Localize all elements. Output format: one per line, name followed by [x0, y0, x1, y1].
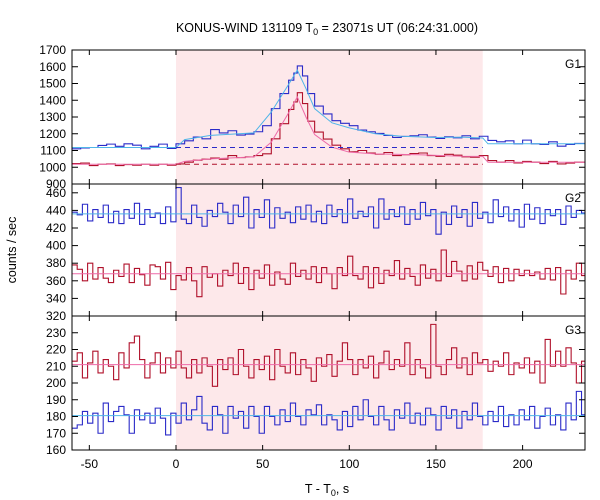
y-tick-label: 1000 — [39, 160, 66, 174]
highlight-interval — [175, 316, 483, 450]
y-tick-label: 1700 — [39, 43, 66, 57]
y-tick-label: 320 — [46, 309, 66, 323]
y-tick-label: 1200 — [39, 127, 66, 141]
chart-title: KONUS-WIND 131109 T0 = 23071s UT (06:24:… — [176, 21, 478, 37]
series-g3-blue-step — [72, 390, 585, 436]
x-tick-label: 0 — [173, 457, 180, 471]
x-axis-label-subscript: 0 — [331, 488, 336, 498]
series-g1-red-model — [72, 95, 585, 165]
y-tick-label: 190 — [46, 393, 66, 407]
panel-label: G2 — [565, 191, 581, 205]
y-tick-label: 460 — [46, 186, 66, 200]
y-tick-label: 1100 — [40, 144, 66, 158]
series-g1-blue-model — [72, 69, 585, 148]
y-tick-label: 440 — [46, 203, 66, 217]
x-axis-label-unit: , s — [336, 482, 349, 496]
y-tick-label: 160 — [46, 443, 66, 457]
highlight-interval — [175, 184, 483, 316]
title-main: KONUS-WIND 131109 T — [176, 21, 313, 35]
x-tick-label: 150 — [426, 457, 446, 471]
y-tick-label: 360 — [46, 274, 66, 288]
series-g2-blue-step — [72, 186, 585, 235]
series-g3-red-step — [72, 323, 585, 387]
y-tick-label: 180 — [46, 410, 66, 424]
y-tick-label: 1600 — [39, 60, 66, 74]
y-tick-label: 900 — [46, 177, 66, 191]
y-tick-label: 1500 — [39, 77, 66, 91]
panel-g1: 900 1000 1100 1200 1300 1400 1500 1600 1700 G1 — [39, 43, 586, 191]
title-rest: = 23071s UT (06:24:31.000) — [318, 21, 478, 35]
y-tick-label: 220 — [46, 343, 66, 357]
y-tick-label: 200 — [46, 376, 66, 390]
highlight-interval — [175, 50, 483, 184]
panel-label: G3 — [565, 323, 581, 337]
y-tick-label: 1300 — [39, 110, 66, 124]
y-tick-label: 210 — [46, 359, 66, 373]
series-g1-blue-step — [72, 65, 585, 150]
y-tick-label: 230 — [46, 326, 66, 340]
panel-g2: 320 340 360 380 400 420 440 460 G2 — [46, 183, 586, 323]
y-tick-label: 1400 — [39, 93, 66, 107]
x-axis-label-main: T - T — [305, 482, 331, 496]
x-tick-label: -50 — [81, 457, 99, 471]
panel-g3: 160 170 180 190 200 210 220 230 G3 — [46, 315, 586, 457]
panel-label: G1 — [565, 57, 581, 71]
y-tick-label: 170 — [46, 426, 66, 440]
y-tick-label: 340 — [46, 291, 66, 305]
y-axis-label: counts / sec — [5, 217, 19, 284]
plot-layer: 90010001100120013001400150016001700G1320… — [39, 43, 586, 471]
y-tick-label: 400 — [46, 239, 66, 253]
x-tick-label: 200 — [513, 457, 533, 471]
x-axis-label: T - T0, s — [305, 482, 349, 498]
y-tick-label: 420 — [46, 221, 66, 235]
x-tick-label: 100 — [339, 457, 359, 471]
y-tick-label: 380 — [46, 256, 66, 270]
x-tick-label: 50 — [256, 457, 270, 471]
title-subscript: 0 — [313, 27, 318, 37]
